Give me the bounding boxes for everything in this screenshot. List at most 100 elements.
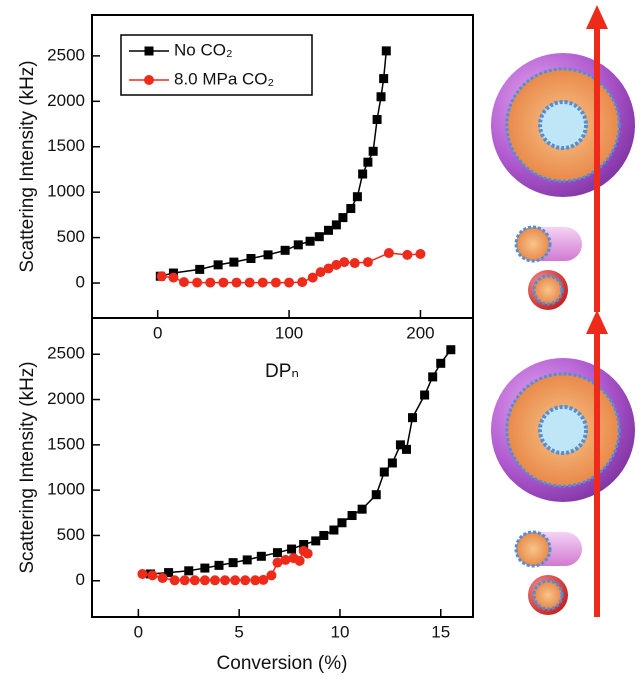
data-point [436,359,445,368]
data-point [137,569,147,579]
data-point [372,490,381,499]
data-point [284,278,294,288]
x-axis-title: Conversion (%) [217,653,348,674]
x-axis-title: DPₙ [265,361,299,382]
cylinder-end [516,532,550,566]
data-point [363,158,372,167]
cylinder-end [516,227,550,261]
data-point [240,575,250,585]
small-core [534,581,562,609]
legend-marker [145,47,154,56]
x-tick-label: 10 [330,622,349,641]
data-point [220,575,230,585]
data-point [358,505,367,514]
data-point [264,250,273,259]
data-point [258,278,268,288]
data-point [190,575,200,585]
data-point [315,232,324,241]
y-tick-label: 2000 [47,91,85,110]
legend-label: No CO₂ [174,40,233,59]
data-point [294,240,303,249]
y-tick-label: 1500 [47,136,85,155]
data-point [158,573,168,583]
data-point [229,258,238,267]
micelle-core [540,407,586,453]
data-point [329,526,338,535]
figure: 0 500 1000 1500 2000 2500 0 100 200 Scattering In… [0,0,642,679]
data-point [200,575,210,585]
x-tick-label: 100 [275,323,303,342]
data-point [369,147,378,156]
x-tick-label: 200 [406,323,434,342]
data-point [319,531,328,540]
small-core [534,276,562,304]
data-point [303,549,313,559]
x-tick-label: 15 [431,622,450,641]
data-point [229,558,238,567]
data-point [214,260,223,269]
data-point [380,468,389,477]
y-tick-label: 500 [57,227,85,246]
data-point [205,278,215,288]
data-point [408,413,417,422]
arrow-head [586,310,608,334]
illustration [491,5,635,617]
data-point [382,46,391,55]
data-point [184,566,193,575]
data-point [215,561,224,570]
micelle-core [540,102,586,148]
data-point [428,372,437,381]
data-point [192,278,202,288]
data-point [415,249,425,259]
legend-marker [144,75,154,85]
y-tick-label: 1500 [47,434,85,453]
data-point [353,192,362,201]
arrow-head [586,5,608,29]
data-point [384,248,394,258]
data-point [287,545,296,554]
data-point [402,250,412,260]
data-point [232,278,242,288]
y-tick-label: 1000 [47,182,85,201]
data-point [266,570,276,580]
data-point [180,575,190,585]
y-tick-label: 2500 [47,45,85,64]
y-tick-label: 500 [57,525,85,544]
data-point [246,254,255,263]
data-point [311,536,320,545]
x-tick-label: 5 [234,622,243,641]
y-tick-label: 0 [76,570,85,589]
legend-label: 8.0 MPa CO₂ [174,69,274,88]
data-point [337,518,346,527]
data-point [348,511,357,520]
data-point [373,115,382,124]
data-point [230,575,240,585]
data-point [273,548,282,557]
data-point [402,445,411,454]
data-point [257,552,266,561]
data-point [195,265,204,274]
data-point [245,278,255,288]
data-point [446,345,455,354]
data-point [358,169,367,178]
data-point [295,556,305,566]
y-tick-label: 0 [76,273,85,292]
data-point [210,575,220,585]
data-point [377,92,386,101]
data-point [338,213,347,222]
series [146,345,455,578]
data-point [363,257,373,267]
data-point [339,257,349,267]
data-point [200,564,209,573]
data-point [350,258,360,268]
data-point [243,555,252,564]
data-point [147,570,157,580]
data-point [346,204,355,213]
y-tick-label: 2500 [47,344,85,363]
data-point [179,277,189,287]
y-axis-title: Scattering Intensity (kHz) [17,60,38,272]
data-point [420,391,429,400]
data-point [324,226,333,235]
data-point [379,74,388,83]
series [137,546,312,585]
